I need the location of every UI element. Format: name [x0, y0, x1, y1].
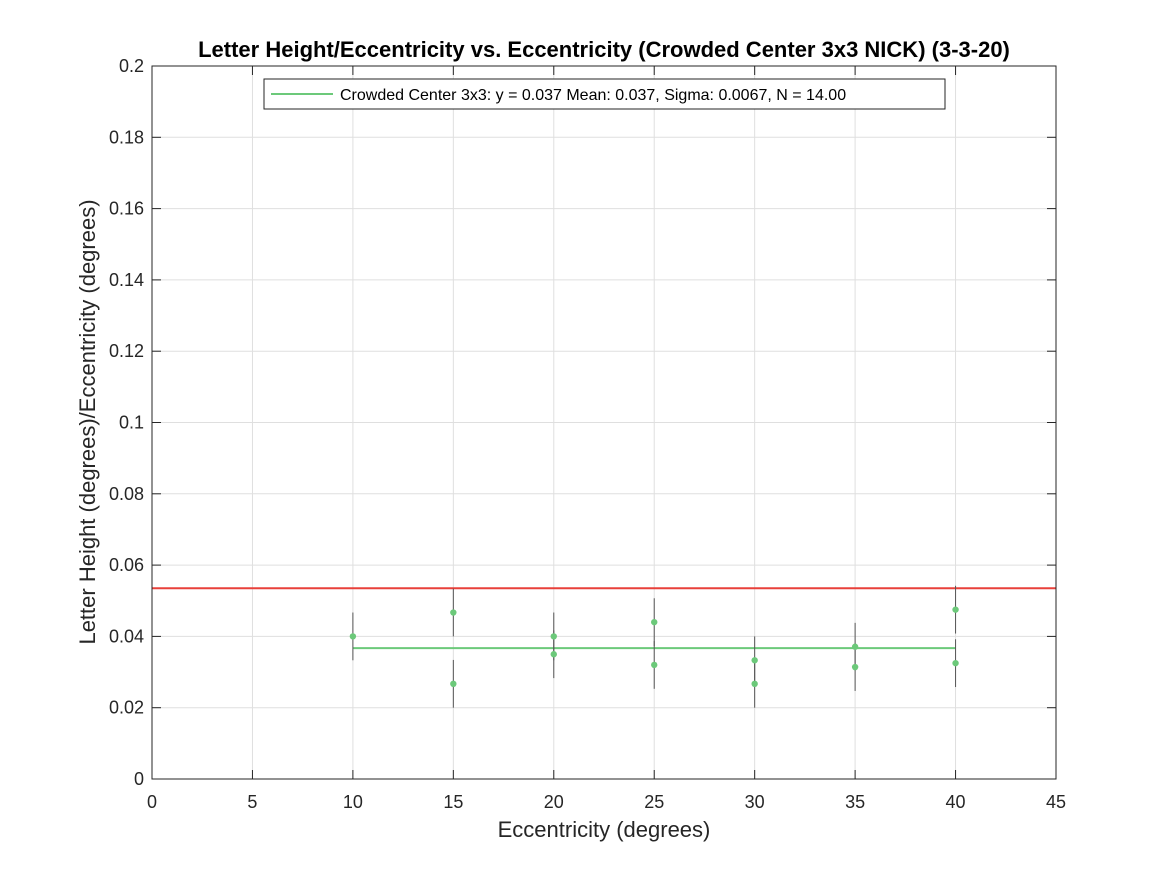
x-tick-label: 35 [845, 792, 865, 812]
y-tick-label: 0.04 [109, 626, 144, 646]
y-tick-label: 0.08 [109, 484, 144, 504]
chart-title: Letter Height/Eccentricity vs. Eccentric… [198, 37, 1010, 62]
data-point [952, 659, 959, 667]
legend-box [263, 78, 946, 110]
data-point [851, 663, 859, 671]
x-axis-label: Eccentricity (degrees) [498, 817, 711, 842]
y-tick-label: 0.2 [119, 56, 144, 76]
data-point [550, 633, 557, 640]
x-tick-label: 5 [247, 792, 257, 812]
data-point [550, 651, 557, 658]
y-tick-label: 0.14 [109, 270, 144, 290]
data-marks [152, 585, 1056, 708]
y-tick-label: 0.18 [109, 127, 144, 147]
x-tick-label: 40 [946, 792, 966, 812]
y-axis-label: Letter Height (degrees)/Eccentricity (de… [75, 199, 100, 644]
y-axis-ticks: 0 0.02 0.04 0.06 0.08 0.1 0.12 0.14 0.16 0.18 0.2 [109, 56, 1056, 789]
data-point [450, 680, 457, 688]
x-tick-label: 0 [147, 792, 157, 812]
x-tick-label: 30 [745, 792, 765, 812]
y-tick-label: 0.06 [109, 555, 144, 575]
data-point [450, 609, 457, 616]
x-tick-label: 25 [644, 792, 664, 812]
y-tick-label: 0.02 [109, 698, 144, 718]
data-point [651, 661, 658, 669]
x-tick-label: 20 [544, 792, 564, 812]
data-point [851, 643, 859, 650]
legend: Crowded Center 3x3: y = 0.037 Mean: 0.03… [263, 78, 946, 110]
data-point [651, 618, 658, 626]
legend-entry-label: Crowded Center 3x3: y = 0.037 Mean: 0.03… [340, 87, 846, 104]
x-axis-ticks: 0 5 10 15 20 25 30 35 40 45 [147, 66, 1066, 812]
y-tick-label: 0 [134, 769, 144, 789]
x-tick-label: 45 [1046, 792, 1066, 812]
x-tick-label: 10 [343, 792, 363, 812]
y-tick-label: 0.1 [119, 413, 144, 433]
y-tick-label: 0.16 [109, 199, 144, 219]
data-point [751, 680, 758, 688]
x-tick-label: 15 [443, 792, 463, 812]
y-tick-label: 0.12 [109, 341, 144, 361]
data-point [952, 606, 959, 613]
data-point [751, 657, 758, 664]
data-point [349, 633, 357, 640]
